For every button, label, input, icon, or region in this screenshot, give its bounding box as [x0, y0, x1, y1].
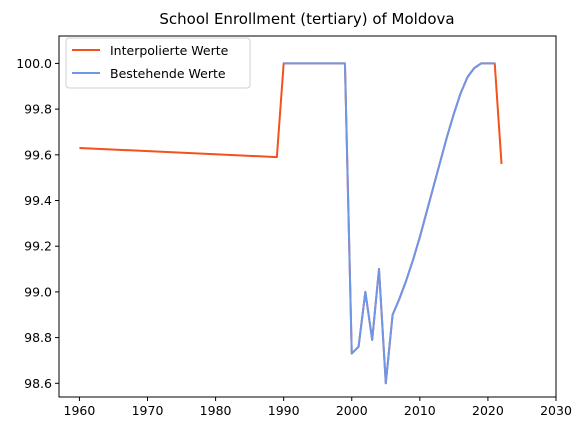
- x-axis: 1960 1970 1980 1990 2000 2010 2020 2030: [64, 397, 572, 418]
- x-tick-label: 2020: [472, 403, 504, 418]
- y-tick-label: 99.2: [24, 239, 52, 254]
- plot-area-frame: [58, 35, 557, 398]
- legend-label-interpolated: Interpolierte Werte: [110, 43, 229, 58]
- y-tick-label: 98.8: [24, 330, 52, 345]
- series-line-interpolated: [79, 62, 503, 385]
- series-line-existing: [283, 62, 495, 385]
- y-tick-label: 100.0: [16, 56, 52, 71]
- x-tick-label: 1980: [200, 403, 232, 418]
- x-tick-label: 1990: [268, 403, 300, 418]
- x-tick-label: 2030: [540, 403, 572, 418]
- y-axis: 98.6 98.8 99.0 99.2 99.4 99.6 99.8 100.0: [16, 56, 59, 391]
- x-tick-label: 2010: [404, 403, 436, 418]
- y-tick-label: 99.8: [24, 102, 52, 117]
- x-tick-label: 2000: [336, 403, 368, 418]
- y-tick-label: 99.6: [24, 147, 52, 162]
- series-layer: [79, 62, 503, 385]
- chart-title: School Enrollment (tertiary) of Moldova: [159, 10, 454, 28]
- y-tick-label: 99.0: [24, 284, 52, 299]
- legend-box: [65, 37, 251, 89]
- x-tick-label: 1960: [64, 403, 96, 418]
- y-tick-label: 98.6: [24, 376, 52, 391]
- x-tick-label: 1970: [132, 403, 164, 418]
- legend: Interpolierte Werte Bestehende Werte: [65, 37, 251, 89]
- y-tick-label: 99.4: [24, 193, 52, 208]
- legend-label-existing: Bestehende Werte: [110, 66, 226, 81]
